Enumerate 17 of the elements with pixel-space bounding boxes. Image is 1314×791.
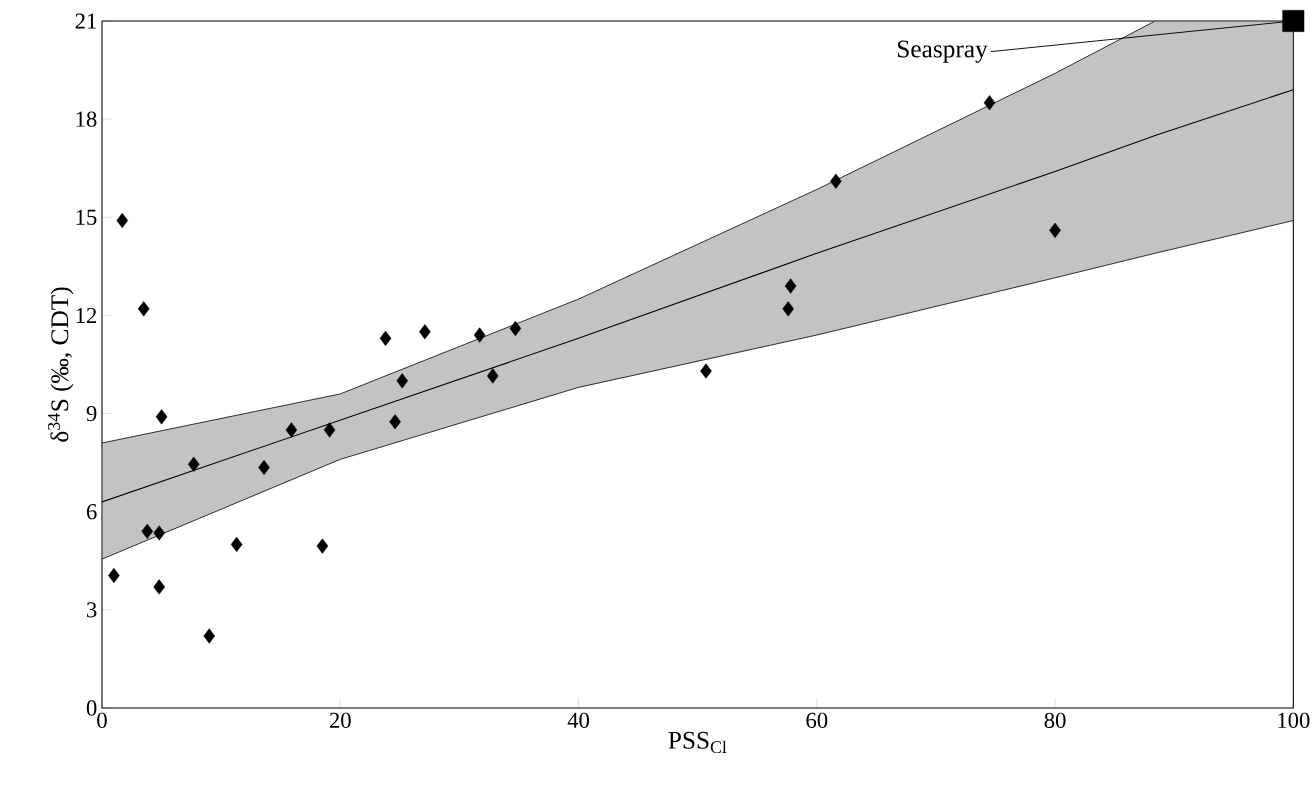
x-tick-label: 0	[97, 712, 107, 728]
y-tick-label: 9	[86, 405, 97, 422]
y-tick-label: 21	[75, 13, 96, 29]
annotation: Seaspray	[897, 40, 988, 63]
y-tick-label: 18	[76, 111, 97, 127]
x-axis-title: PSS$_{Cl}$	[668, 731, 727, 754]
x-tick-label: 100	[1278, 712, 1310, 728]
y-tick-label: 3	[87, 602, 97, 618]
y-tick-label: 0	[86, 700, 97, 716]
x-tick-label: 20	[329, 712, 351, 728]
y-tick-label: 15	[76, 209, 97, 225]
y-axis-title: δ$^{34}$S (‰, CDT)	[47, 287, 74, 442]
x-tick-label: 80	[1044, 712, 1066, 728]
x-tick-label: 60	[806, 712, 828, 728]
y-tick-label: 6	[86, 504, 97, 520]
y-tick-label: 12	[76, 307, 97, 323]
x-tick-label: 40	[567, 712, 590, 728]
